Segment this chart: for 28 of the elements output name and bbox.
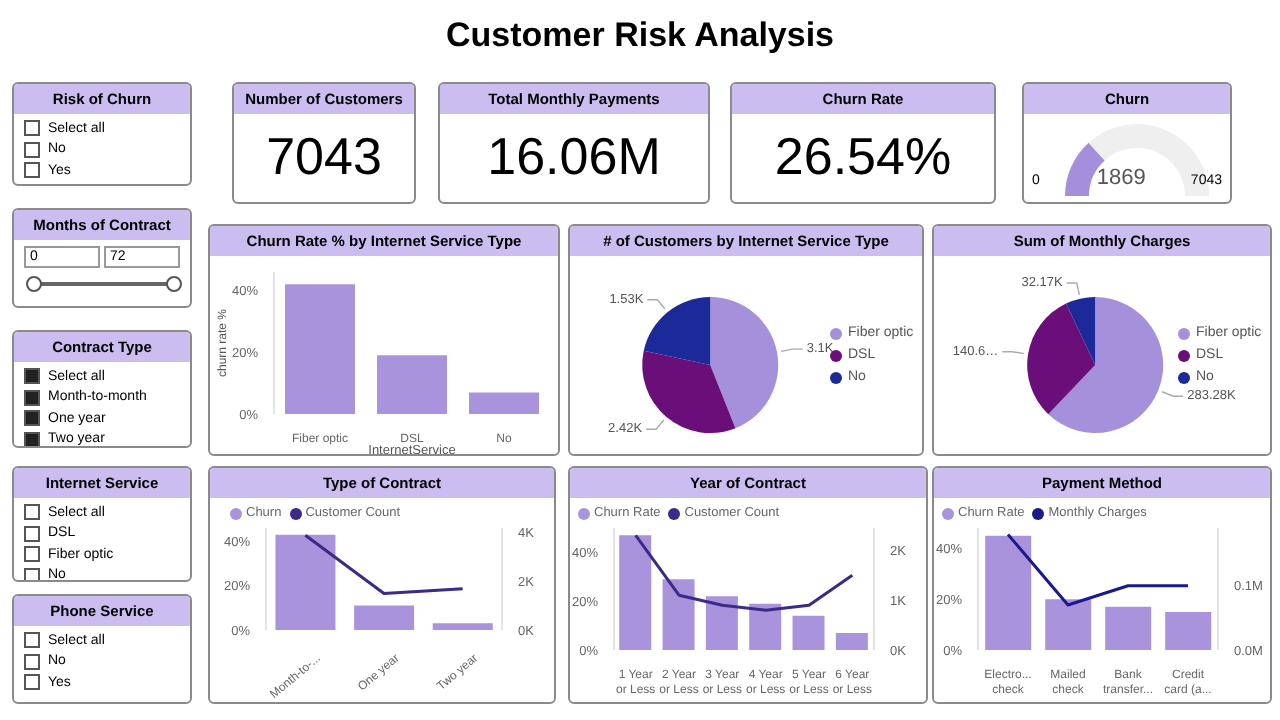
pie-slice	[1027, 303, 1096, 415]
bar	[432, 623, 493, 630]
bar	[1165, 611, 1212, 650]
bar	[469, 392, 540, 414]
bar	[835, 632, 868, 650]
bar	[285, 284, 356, 414]
pie-slice	[642, 350, 736, 433]
bar	[1045, 599, 1092, 650]
bar	[985, 535, 1032, 650]
bar	[377, 355, 448, 414]
pie-slice	[1048, 297, 1164, 433]
bar	[354, 605, 415, 630]
text: 7043	[264, 126, 384, 188]
pie-slice	[710, 297, 779, 429]
pie-slice	[1066, 297, 1096, 365]
bar	[1105, 606, 1152, 650]
bar	[792, 615, 825, 650]
bar	[662, 579, 695, 650]
bar	[619, 535, 652, 650]
line-series	[634, 533, 854, 612]
text: Customer Risk Analysis	[444, 16, 836, 56]
bar	[705, 596, 738, 650]
bar	[275, 534, 336, 630]
data-label: 1869	[1096, 166, 1146, 191]
pie-slice	[643, 297, 711, 365]
text: 16.06M	[485, 126, 663, 188]
text: 26.54%	[772, 126, 954, 188]
bar	[749, 603, 782, 650]
